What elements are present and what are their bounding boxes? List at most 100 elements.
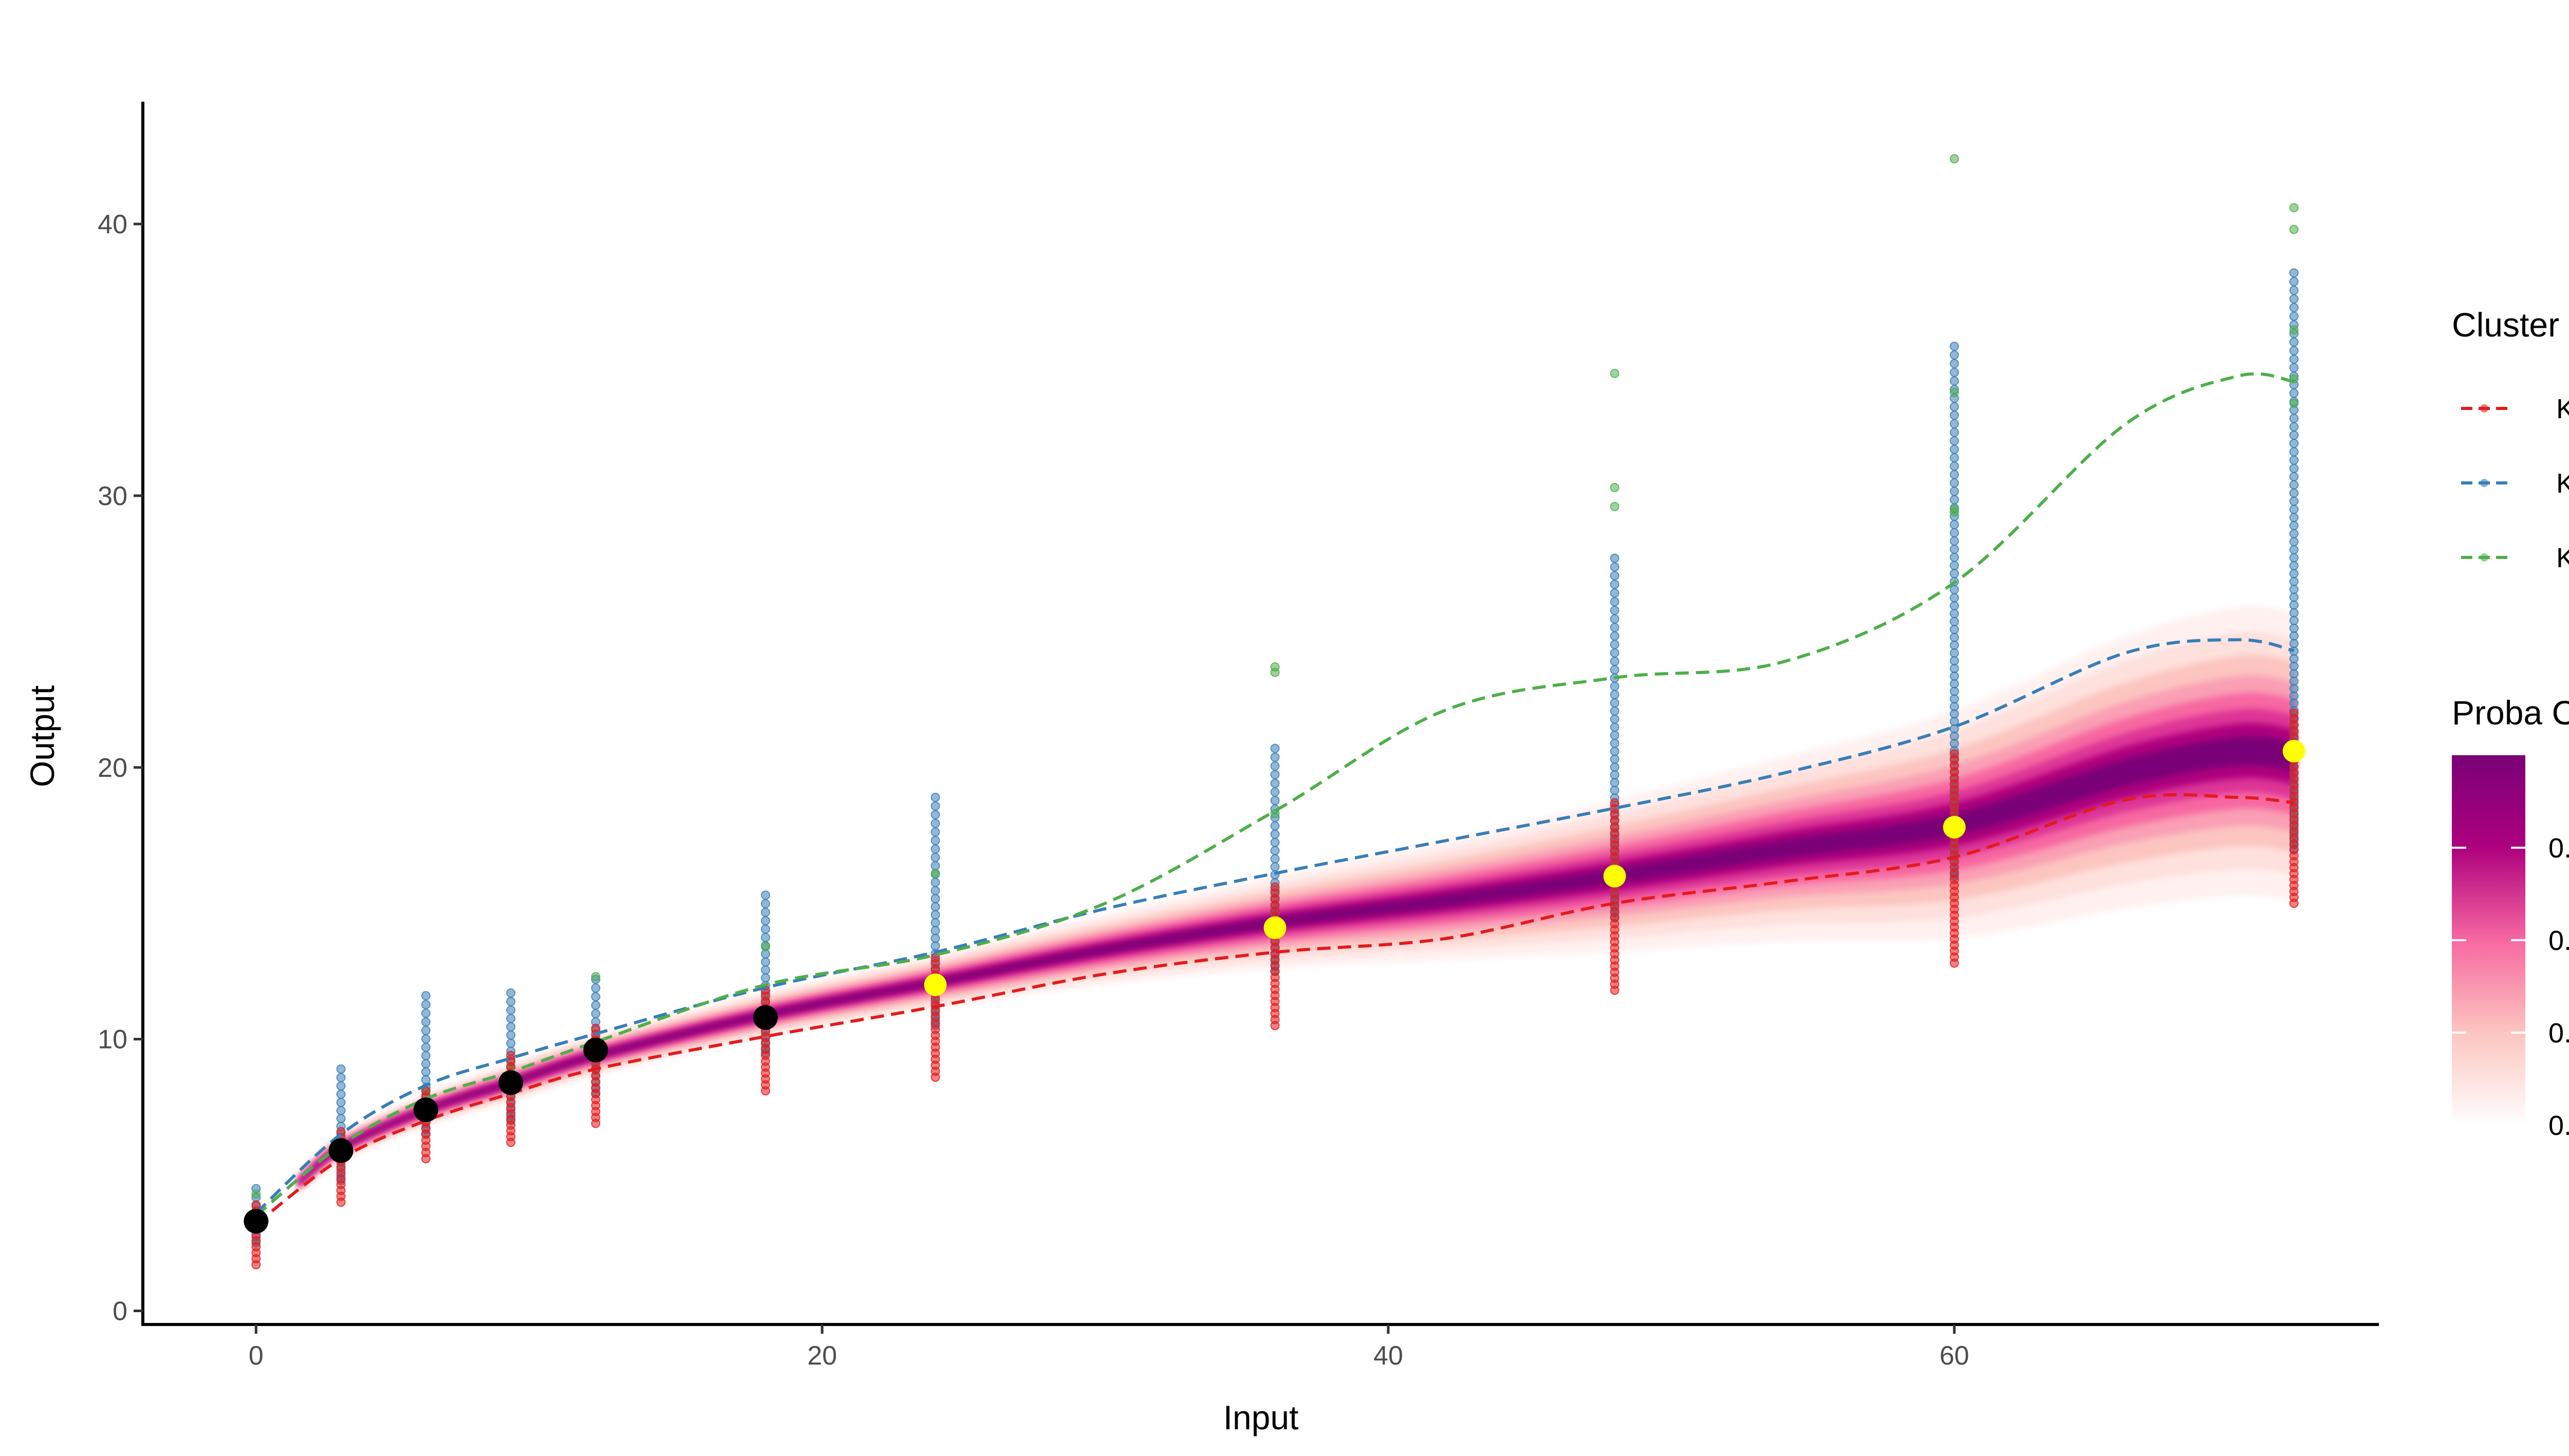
obs-point-k2	[1949, 495, 1959, 505]
obs-point-k2	[930, 810, 940, 819]
obs-point-k2	[2289, 422, 2299, 432]
obs-point-k2	[1949, 585, 1959, 594]
line-k2	[255, 638, 2295, 1215]
obs-point-k2	[1610, 722, 1619, 732]
axes	[141, 102, 2379, 1326]
obs-point-k2	[1949, 402, 1959, 412]
obs-point-k2	[1270, 862, 1280, 872]
obs-point-k2	[336, 1064, 346, 1074]
obs-point-k2	[1949, 478, 1959, 488]
obs-point-k3	[1610, 483, 1619, 492]
obs-point-k2	[1270, 787, 1280, 797]
band-level-4	[299, 693, 2294, 1188]
cluster-legend-entries: K1 K2 K3	[2461, 394, 2569, 573]
x-tick-label: 20	[807, 1341, 837, 1371]
obs-point-k2	[930, 902, 940, 911]
obs-point-k2	[2289, 363, 2299, 372]
obs-point-k2	[2289, 488, 2299, 498]
obs-point-k2	[1949, 632, 1959, 642]
obs-point-k2	[1610, 631, 1619, 641]
obs-point-k2	[2289, 661, 2299, 671]
obs-point-k1	[2289, 708, 2299, 718]
obs-point-k2	[1270, 846, 1280, 855]
predicted-point	[2282, 740, 2305, 762]
obs-point-k2	[760, 899, 770, 909]
obs-point-k2	[1949, 419, 1959, 428]
legend-key-point	[2480, 479, 2488, 487]
obs-point-k2	[2289, 529, 2299, 538]
obs-point-k2	[336, 1081, 346, 1091]
obs-point-k2	[591, 1009, 601, 1018]
obs-point-k2	[1610, 606, 1619, 615]
obs-point-k2	[1949, 350, 1959, 360]
obs-point-k2	[2289, 639, 2299, 648]
obs-point-k2	[1610, 731, 1619, 740]
colorbar-label: 0.50	[2548, 925, 2569, 956]
colorbar-label: 0.00	[2548, 1110, 2569, 1141]
obs-point-k2	[930, 886, 940, 895]
obs-point-k2	[1949, 593, 1959, 603]
obs-point-k2	[2289, 268, 2299, 278]
obs-point-k2	[1949, 359, 1959, 368]
obs-point-k2	[1949, 528, 1959, 537]
obs-point-k2	[1949, 640, 1959, 650]
obs-point-k2	[421, 1017, 431, 1027]
colorbar-label: 0.75	[2548, 833, 2569, 864]
obs-point-k2	[2289, 472, 2299, 481]
obs-point-k2	[421, 991, 431, 1000]
obs-point-k2	[1610, 580, 1619, 589]
x-tick-label: 40	[1373, 1341, 1403, 1371]
obs-point-k2	[1610, 665, 1619, 675]
predicted-point	[1943, 816, 1966, 839]
predicted-point	[1263, 916, 1287, 939]
obs-point-k2	[930, 926, 940, 936]
obs-point-k2	[1270, 829, 1280, 839]
obs-point-k2	[2289, 480, 2299, 490]
obs-point-k2	[1949, 648, 1959, 658]
obs-point-k2	[930, 918, 940, 927]
obs-point-k2	[1610, 714, 1619, 724]
obs-point-k2	[1949, 694, 1959, 704]
obs-point-k2	[1270, 778, 1280, 788]
obs-point-k2	[2289, 311, 2299, 321]
obs-point-k2	[1610, 588, 1619, 598]
obs-point-k2	[2289, 608, 2299, 618]
obs-point-k2	[930, 894, 940, 904]
obs-point-k2	[1949, 367, 1959, 377]
obs-point-k2	[2289, 346, 2299, 356]
obs-point-k2	[1949, 625, 1959, 634]
observed-mean-point	[413, 1097, 438, 1123]
obs-point-k2	[2289, 553, 2299, 563]
obs-point-k2	[2289, 561, 2299, 570]
obs-point-k2	[1949, 552, 1959, 562]
x-axis-title: Input	[1223, 1398, 1299, 1436]
obs-point-k3	[1610, 368, 1619, 378]
obs-point-k2	[930, 861, 940, 871]
obs-point-k2	[760, 957, 770, 967]
obs-point-k2	[421, 1034, 431, 1044]
x-tick-label: 0	[249, 1341, 264, 1371]
obs-point-k1	[1610, 798, 1619, 808]
obs-point-k2	[2289, 463, 2299, 473]
obs-point-k2	[930, 836, 940, 845]
obs-point-k2	[2289, 505, 2299, 514]
band-level-5	[299, 708, 2294, 1187]
cluster-legend-title: Cluster	[2452, 306, 2559, 344]
obs-point-k2	[930, 910, 940, 920]
y-tick-label: 20	[98, 753, 127, 783]
band-level-7	[299, 736, 2294, 1185]
obs-point-k2	[760, 973, 770, 983]
obs-point-k2	[2289, 600, 2299, 610]
obs-point-k2	[506, 1022, 516, 1032]
obs-point-k2	[1270, 752, 1280, 762]
obs-point-k2	[2289, 513, 2299, 522]
legend-key-point	[2480, 553, 2488, 562]
line-k1	[255, 793, 2294, 1225]
obs-point-k2	[2289, 455, 2299, 465]
observed-mean-point	[328, 1138, 353, 1163]
obs-point-k2	[1610, 754, 1619, 764]
obs-point-k2	[1610, 648, 1619, 658]
obs-point-k2	[1610, 614, 1619, 624]
obs-point-k3	[1270, 662, 1280, 672]
obs-point-k3	[251, 1189, 261, 1199]
